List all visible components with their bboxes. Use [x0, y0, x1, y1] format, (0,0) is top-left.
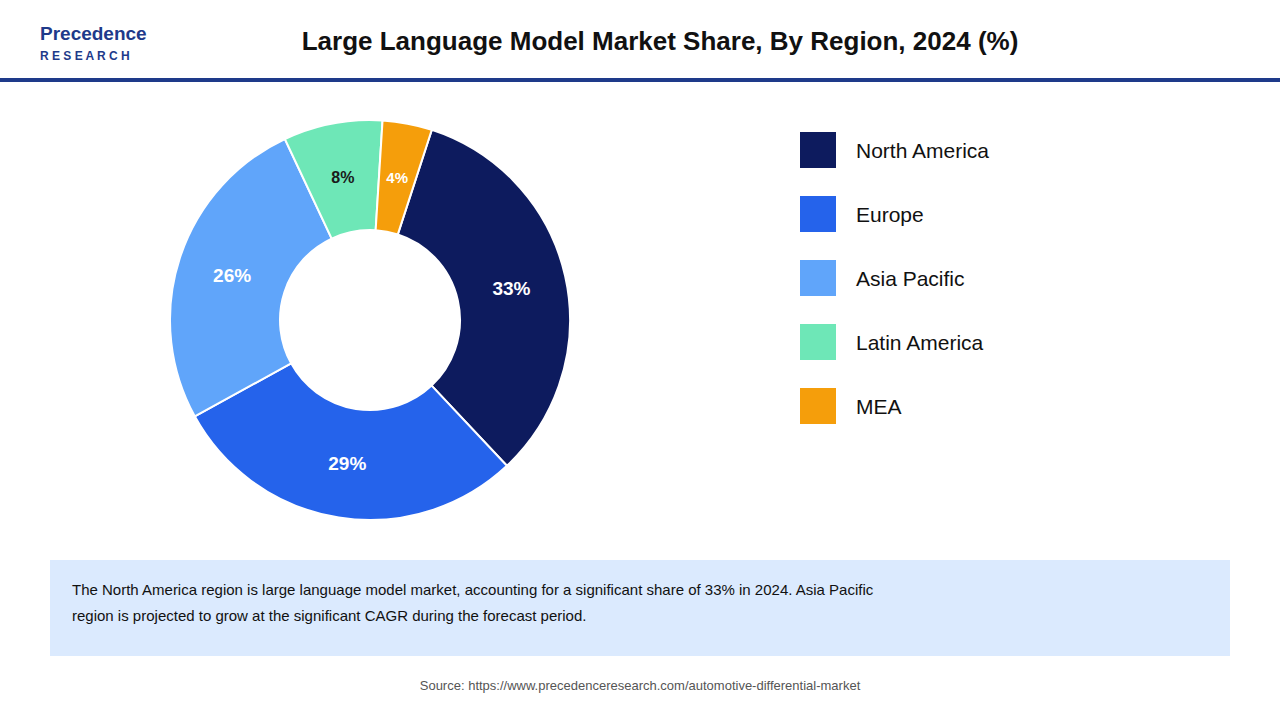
footer-box	[50, 560, 1230, 656]
legend-label: Asia Pacific	[856, 267, 965, 290]
data-label: 4%	[386, 169, 408, 186]
data-label: 33%	[492, 278, 530, 299]
legend-label: Europe	[856, 203, 924, 226]
legend-swatch	[800, 132, 836, 168]
logo-subtitle: R E S E A R C H	[40, 49, 130, 63]
data-label: 26%	[213, 265, 251, 286]
legend-swatch	[800, 324, 836, 360]
donut-slice	[285, 120, 383, 239]
legend-swatch	[800, 388, 836, 424]
chart-svg: Precedence R E S E A R C H Large Language …	[0, 0, 1280, 720]
legend-label: MEA	[856, 395, 902, 418]
donut-slice	[376, 120, 432, 234]
chart-title: Large Language Model Market Share, By Re…	[302, 26, 1019, 56]
legend-swatch	[800, 196, 836, 232]
data-label: 29%	[328, 453, 366, 474]
data-labels: 33% 29% 26% 8% 4%	[213, 169, 531, 474]
legend: North America Europe Asia Pacific Latin Ame…	[800, 132, 989, 424]
header-border	[0, 78, 1280, 82]
source-text: Source: https://www.precedenceresearch.c…	[420, 678, 861, 693]
data-label: 8%	[331, 169, 354, 186]
footer-text: region is projected to grow at the signi…	[72, 607, 586, 624]
logo-name: Precedence	[40, 23, 147, 44]
legend-label: Latin America	[856, 331, 984, 354]
background	[0, 0, 1280, 720]
legend-label: North America	[856, 139, 989, 162]
footer-text: The North America region is large langua…	[72, 581, 874, 598]
chart-container: Precedence R E S E A R C H Large Language …	[0, 0, 1280, 720]
donut	[170, 120, 570, 520]
legend-swatch	[800, 260, 836, 296]
